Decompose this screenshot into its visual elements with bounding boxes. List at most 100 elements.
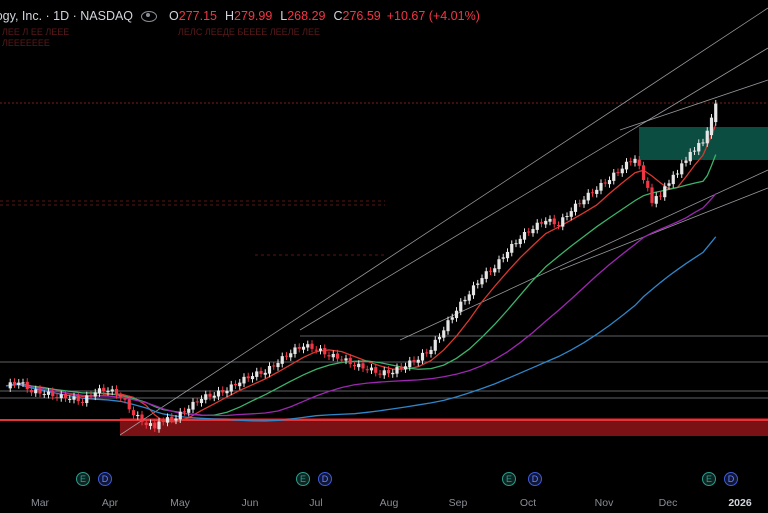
candle-body (518, 238, 522, 245)
candle-body (289, 353, 293, 358)
candle-body (318, 348, 323, 351)
candle-body (624, 161, 629, 170)
candle-body (55, 397, 59, 399)
candle-body (637, 159, 641, 166)
candle-body (578, 203, 582, 205)
candle-body (561, 217, 565, 227)
candle-body (684, 160, 688, 163)
moving-average-line (5, 154, 717, 416)
symbol-title[interactable]: ology, Inc. · 1D · NASDAQ (0, 9, 134, 23)
month-label: Apr (101, 497, 119, 509)
candle-body (446, 320, 450, 332)
candle-body (323, 348, 327, 355)
dividend-event-icon[interactable]: D (528, 472, 542, 486)
high-key: H (225, 9, 235, 23)
trend-line (619, 79, 768, 131)
month-label: Jun (241, 497, 259, 509)
earnings-event-icon[interactable]: E (502, 472, 516, 486)
open-value: 277.15 (178, 9, 218, 23)
dividend-event-icon[interactable]: D (318, 472, 332, 486)
symbol-legend[interactable]: ology, Inc. · 1D · NASDAQ O 277.15 H 279… (0, 7, 480, 25)
earnings-event-icon[interactable]: E (76, 472, 90, 486)
candle-body (586, 192, 590, 201)
candle-body (195, 401, 199, 403)
candle-body (174, 418, 178, 421)
candle-body (348, 357, 352, 365)
candle-body (272, 365, 276, 367)
candle-body (658, 195, 663, 197)
candle-body (633, 158, 637, 163)
candle-body (106, 390, 110, 393)
candle-body (29, 389, 34, 393)
trend-line (559, 187, 768, 271)
candle-body (208, 393, 212, 397)
candle-body (505, 251, 510, 259)
month-label: Nov (594, 497, 614, 509)
dividend-event-icon[interactable]: D (724, 472, 738, 486)
candle-body (63, 393, 68, 399)
candle-body (301, 346, 306, 350)
candle-body (17, 382, 21, 386)
support-zone-edge (0, 419, 768, 421)
candle-body (565, 215, 569, 217)
candle-body (705, 130, 709, 144)
candle-body (335, 353, 340, 359)
candle-body (501, 257, 505, 259)
earnings-event-icon[interactable]: E (702, 472, 716, 486)
candle-body (620, 168, 624, 174)
low-value: 268.29 (287, 9, 326, 23)
candle-body (544, 220, 548, 225)
close-value: 276.59 (342, 9, 381, 23)
candle-body (191, 401, 195, 410)
year-label: 2026 (728, 497, 752, 509)
candle-body (38, 388, 42, 394)
candle-body (671, 174, 675, 185)
visibility-eye-icon[interactable] (141, 10, 158, 22)
candle-body (8, 382, 12, 389)
candle-body (425, 352, 429, 354)
candle-body (590, 192, 595, 194)
candle-body (374, 367, 378, 373)
candle-body (408, 360, 412, 368)
candle-body (119, 395, 123, 398)
indicator-ghost-row-3: ЛЕЕЕЕЕЕЕ (2, 38, 50, 48)
candle-body (616, 172, 620, 174)
candle-body (467, 294, 471, 301)
candle-body (646, 180, 650, 188)
candle-body (204, 394, 208, 400)
candle-body (216, 390, 221, 397)
candle-body (476, 283, 480, 285)
candle-body (450, 317, 454, 320)
candle-body (153, 422, 157, 429)
candle-body (612, 172, 616, 181)
month-label: Dec (658, 497, 678, 509)
candle-body (306, 344, 310, 348)
candle-body (331, 353, 335, 358)
candle-body (663, 186, 667, 198)
candle-body (382, 370, 386, 376)
candle-body (459, 301, 463, 312)
candle-body (365, 369, 369, 371)
candle-body (416, 359, 420, 363)
candle-body (522, 232, 527, 240)
high-value: 279.99 (234, 9, 273, 23)
candle-body (297, 346, 301, 349)
candle-body (344, 358, 348, 361)
candle-body (12, 381, 17, 385)
low-key: L (280, 9, 288, 23)
candle-body (412, 360, 416, 362)
month-label: Jul (309, 497, 323, 509)
candle-body (361, 363, 365, 369)
earnings-event-icon[interactable]: E (296, 472, 310, 486)
candle-body (488, 270, 493, 272)
candle-body (276, 363, 280, 368)
candle-body (170, 416, 174, 420)
dividend-event-icon[interactable]: D (98, 472, 112, 486)
candle-body (46, 391, 51, 395)
candle-body (403, 366, 408, 370)
candle-body (582, 199, 586, 205)
candle-body (429, 349, 433, 355)
candle-body (697, 142, 701, 152)
candle-body (182, 411, 187, 413)
